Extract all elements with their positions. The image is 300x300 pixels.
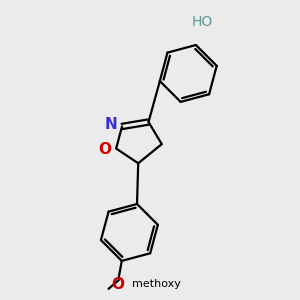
Text: methoxy: methoxy bbox=[132, 279, 181, 290]
Text: O: O bbox=[111, 277, 124, 292]
Text: N: N bbox=[104, 118, 117, 133]
Text: O: O bbox=[98, 142, 112, 158]
Text: HO: HO bbox=[191, 15, 212, 29]
